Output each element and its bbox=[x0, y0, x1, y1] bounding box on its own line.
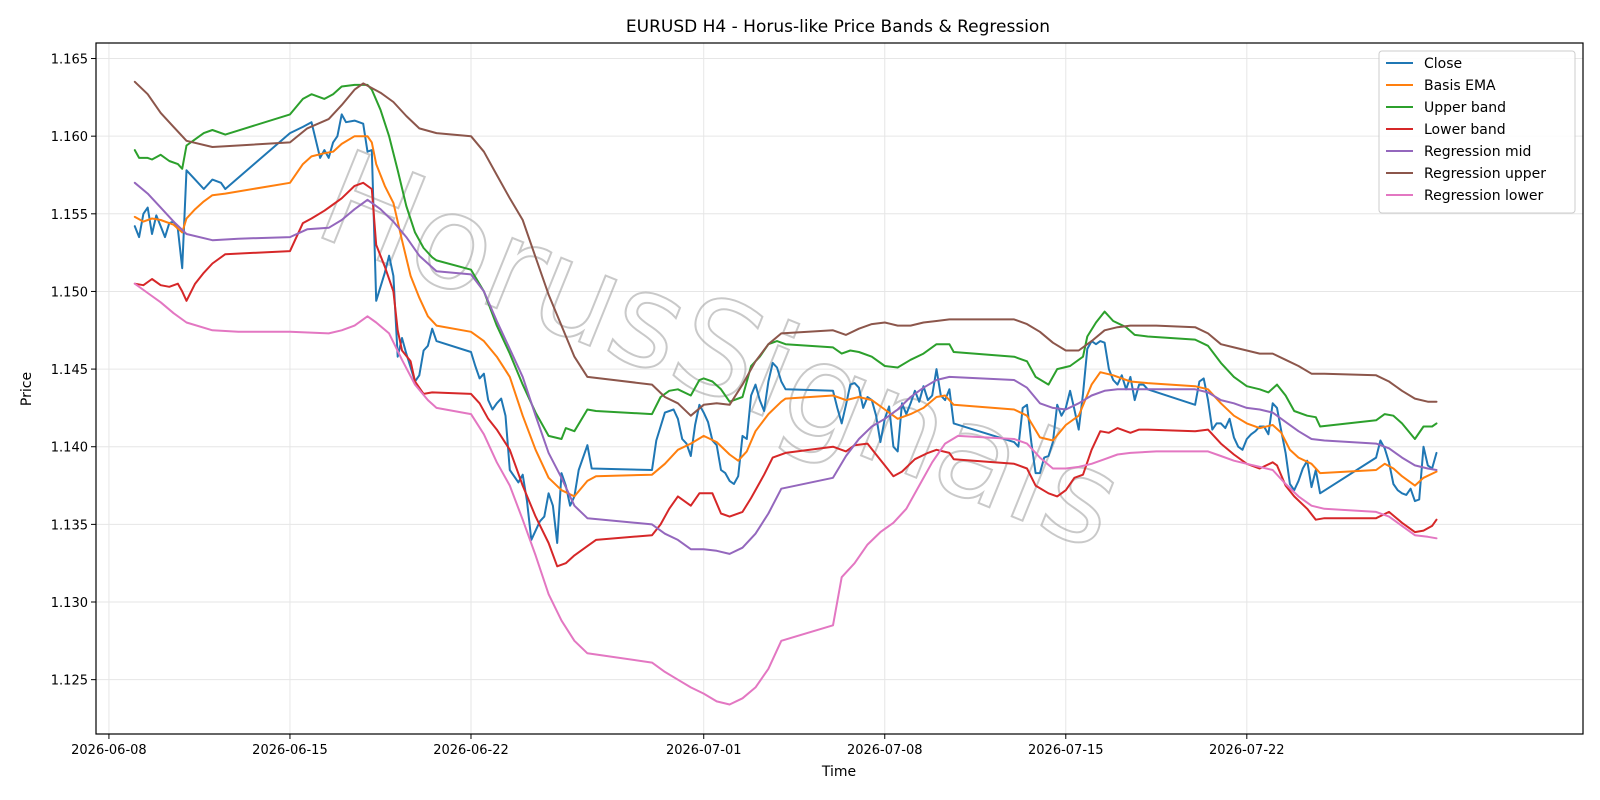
series-line-upper-band bbox=[133, 83, 1438, 440]
legend-label-close: Close bbox=[1424, 56, 1462, 72]
series-line-close bbox=[133, 113, 1438, 544]
y-tick-label: 1.135 bbox=[51, 518, 88, 533]
y-tick-label: 1.155 bbox=[51, 208, 88, 223]
x-tick-label: 2026-06-08 bbox=[71, 743, 147, 758]
y-axis-label: Price bbox=[19, 372, 35, 406]
y-tick-label: 1.130 bbox=[51, 596, 88, 611]
chart-title: EURUSD H4 - Horus-like Price Bands & Reg… bbox=[626, 17, 1050, 37]
y-tick-label: 1.140 bbox=[51, 441, 88, 456]
series-line-regression-upper bbox=[133, 80, 1438, 417]
series-layer bbox=[133, 80, 1438, 706]
legend-box bbox=[1378, 50, 1576, 214]
legend-label-lower-band: Lower band bbox=[1424, 122, 1506, 138]
x-axis: 2026-06-08 2026-06-15 2026-06-22 2026-07-01… bbox=[71, 734, 1285, 758]
x-tick-label: 2026-06-15 bbox=[252, 743, 328, 758]
legend-label-basis-ema: Basis EMA bbox=[1424, 78, 1496, 94]
plot-frame bbox=[95, 42, 1584, 735]
legend: Close Basis EMA Upper band Lower band Regres… bbox=[1378, 50, 1576, 214]
x-tick-label: 2026-07-22 bbox=[1209, 743, 1285, 758]
series-line-regression-mid bbox=[133, 181, 1438, 555]
legend-label-regression-lower: Regression lower bbox=[1424, 188, 1544, 204]
series-line-basis-ema bbox=[133, 135, 1438, 498]
y-tick-label: 1.150 bbox=[51, 285, 88, 300]
x-axis-label: Time bbox=[821, 764, 856, 780]
x-tick-label: 2026-07-15 bbox=[1028, 743, 1104, 758]
grid bbox=[96, 43, 1583, 734]
x-tick-label: 2026-06-22 bbox=[433, 743, 509, 758]
y-tick-label: 1.125 bbox=[51, 674, 88, 689]
series-line-lower-band bbox=[133, 181, 1438, 568]
x-tick-label: 2026-07-01 bbox=[666, 743, 742, 758]
series-line-regression-lower bbox=[133, 282, 1438, 706]
legend-label-upper-band: Upper band bbox=[1424, 100, 1506, 116]
legend-label-regression-mid: Regression mid bbox=[1424, 144, 1531, 160]
y-tick-label: 1.160 bbox=[51, 130, 88, 145]
y-tick-label: 1.165 bbox=[51, 53, 88, 68]
legend-label-regression-upper: Regression upper bbox=[1424, 166, 1546, 182]
y-axis: 1.125 1.130 1.135 1.140 1.145 1.150 1.155 1.160… bbox=[51, 53, 96, 689]
x-tick-label: 2026-07-08 bbox=[847, 743, 923, 758]
y-tick-label: 1.145 bbox=[51, 363, 88, 378]
